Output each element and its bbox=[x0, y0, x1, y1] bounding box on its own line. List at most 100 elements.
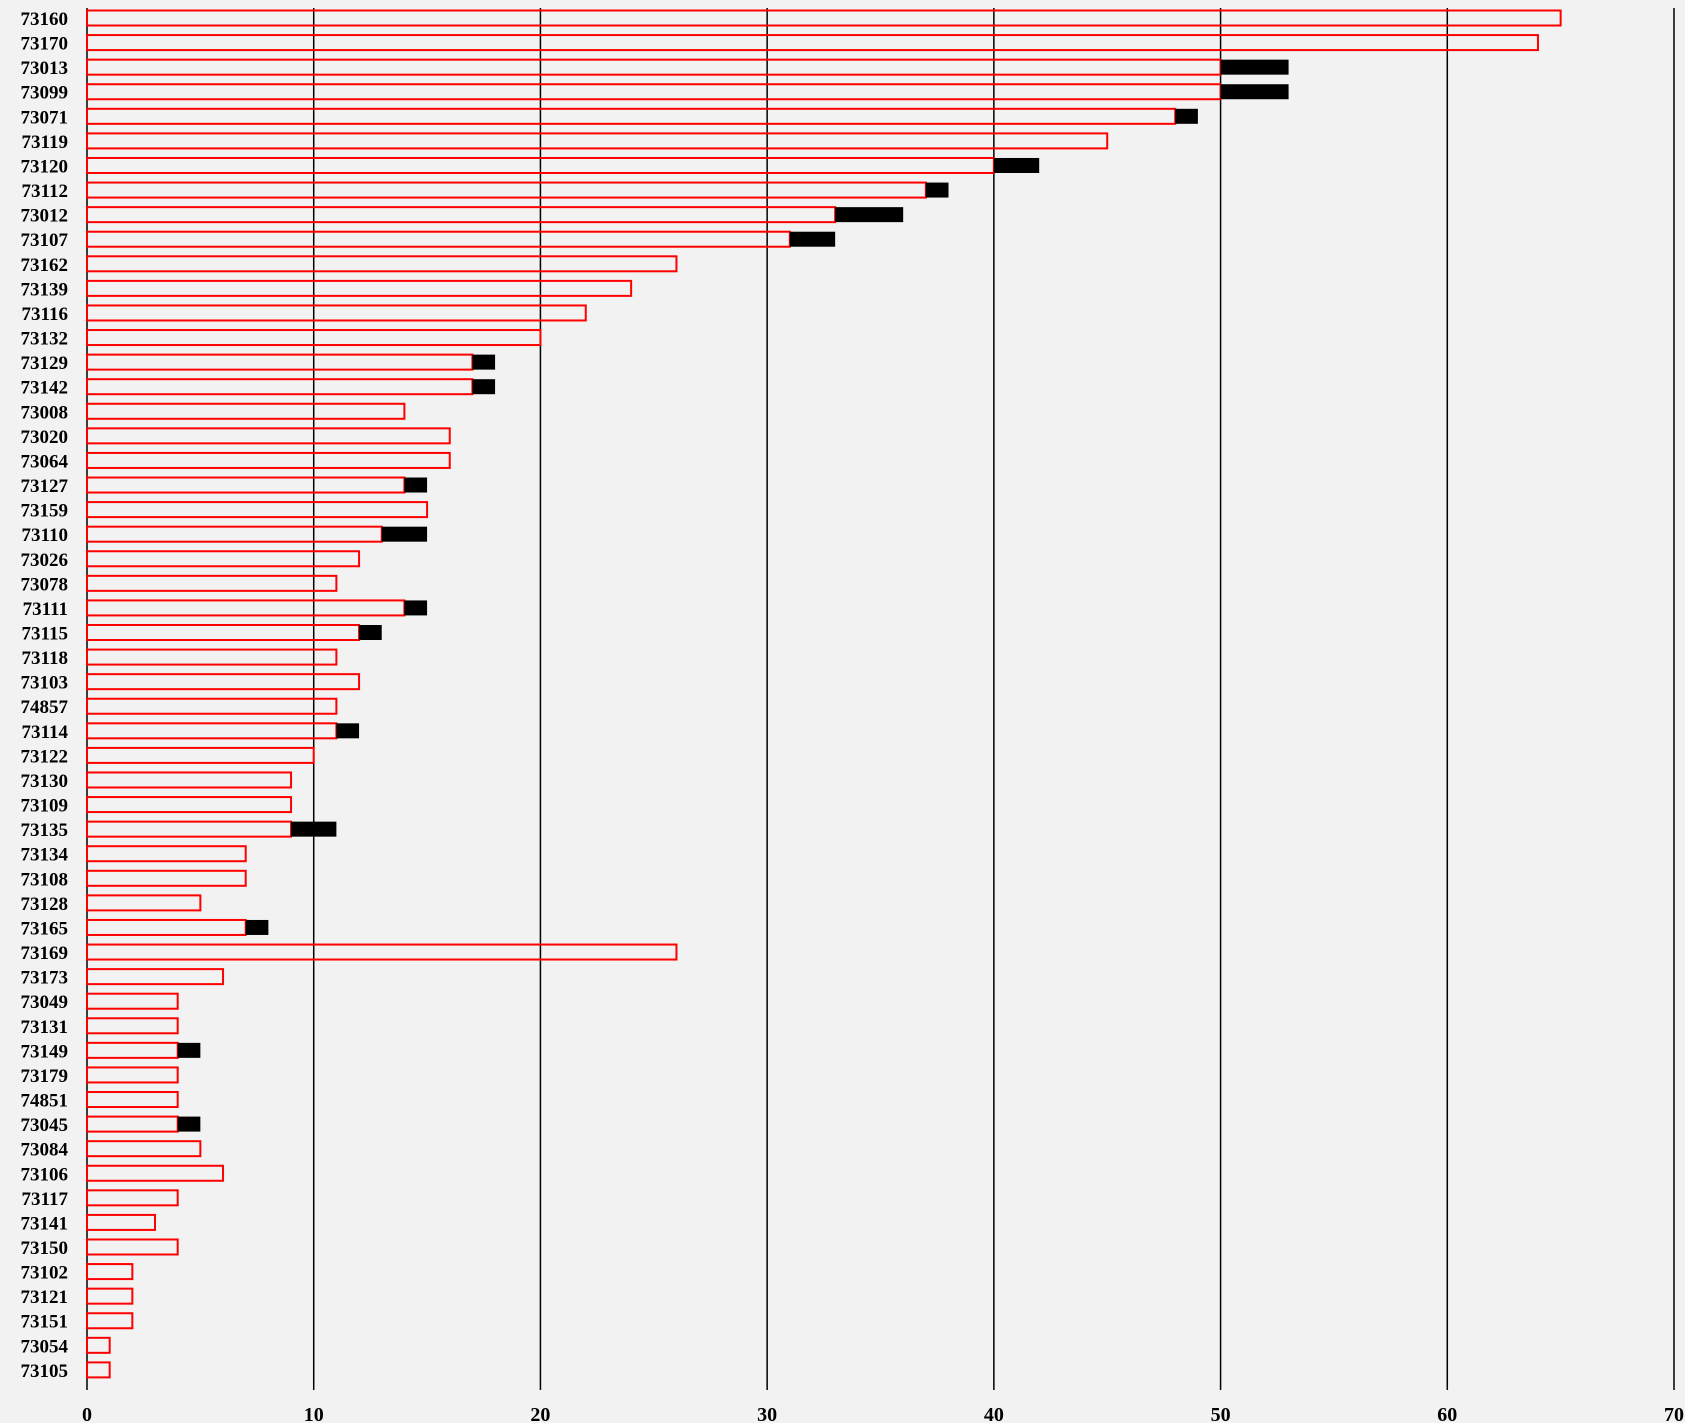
bar-outline-73049 bbox=[86, 992, 179, 1010]
gridlines bbox=[312, 8, 1675, 1390]
category-label-73151: 73151 bbox=[21, 1312, 69, 1333]
bar-outline-73149 bbox=[86, 1041, 179, 1059]
bar-outline-73116 bbox=[86, 304, 587, 322]
bar-outline-73121 bbox=[86, 1287, 134, 1305]
bar-outline-73127 bbox=[86, 476, 406, 494]
bar-solid-73112 bbox=[925, 182, 949, 198]
bar-outline-73071 bbox=[86, 107, 1177, 125]
category-label-73130: 73130 bbox=[21, 771, 69, 792]
category-label-73108: 73108 bbox=[21, 869, 69, 890]
x-tick-labels: 0 10 20 30 40 50 60 70 bbox=[82, 1404, 1684, 1423]
bar-solid-73107 bbox=[789, 231, 836, 247]
bar-outline-73105 bbox=[86, 1361, 111, 1379]
bar-solid-73120 bbox=[993, 157, 1040, 173]
bar-outline-73013 bbox=[86, 58, 1222, 76]
bar-outline-73142 bbox=[86, 378, 474, 396]
bar-outline-73106 bbox=[86, 1164, 225, 1182]
category-label-73106: 73106 bbox=[21, 1164, 69, 1185]
category-label-73160: 73160 bbox=[21, 9, 69, 30]
category-label-73179: 73179 bbox=[21, 1066, 69, 1087]
category-label-73054: 73054 bbox=[21, 1336, 69, 1357]
category-label-73139: 73139 bbox=[21, 279, 69, 300]
bar-solid-73149 bbox=[177, 1042, 201, 1058]
category-label-73117: 73117 bbox=[22, 1189, 69, 1210]
category-label-73105: 73105 bbox=[21, 1361, 69, 1382]
category-label-73114: 73114 bbox=[22, 722, 69, 743]
bar-outline-73045 bbox=[86, 1115, 179, 1133]
category-label-73173: 73173 bbox=[21, 968, 69, 989]
category-label-73115: 73115 bbox=[22, 624, 68, 645]
bar-outline-73117 bbox=[86, 1189, 179, 1207]
bar-outline-73026 bbox=[86, 550, 361, 568]
bar-outline-73141 bbox=[86, 1213, 157, 1231]
category-label-73013: 73013 bbox=[21, 58, 69, 79]
category-label-73026: 73026 bbox=[21, 550, 69, 571]
bar-outline-73162 bbox=[86, 255, 678, 273]
bar-outline-73173 bbox=[86, 968, 225, 986]
bar-outline-73122 bbox=[86, 746, 315, 764]
category-label-73132: 73132 bbox=[21, 329, 69, 350]
category-label-73084: 73084 bbox=[21, 1140, 69, 1161]
bar-outline-73151 bbox=[86, 1312, 134, 1330]
bar-outline-73111 bbox=[86, 599, 406, 617]
bar-outline-73112 bbox=[86, 181, 927, 199]
bar-outline-73130 bbox=[86, 771, 293, 789]
category-label-73119: 73119 bbox=[22, 132, 68, 153]
bar-solid-73071 bbox=[1175, 108, 1198, 124]
bar-outline-73165 bbox=[86, 918, 247, 936]
bar-solid-73013 bbox=[1220, 59, 1289, 75]
bar-outline-73129 bbox=[86, 353, 474, 371]
category-label-73135: 73135 bbox=[21, 820, 69, 841]
x-tick-label-50: 50 bbox=[1211, 1404, 1231, 1423]
bar-solid-73115 bbox=[359, 625, 382, 640]
bar-solid-73142 bbox=[472, 379, 496, 395]
category-label-73165: 73165 bbox=[21, 918, 69, 939]
bar-outline-73107 bbox=[86, 230, 791, 248]
category-label-73116: 73116 bbox=[22, 304, 68, 325]
category-label-73099: 73099 bbox=[21, 83, 69, 104]
category-label-73110: 73110 bbox=[22, 525, 68, 546]
bar-solid-73165 bbox=[245, 919, 269, 935]
category-label-73045: 73045 bbox=[21, 1115, 69, 1136]
bar-outline-73109 bbox=[86, 796, 293, 814]
bar-outline-73119 bbox=[86, 132, 1109, 150]
category-label-73162: 73162 bbox=[21, 255, 69, 276]
category-label-73118: 73118 bbox=[22, 648, 68, 669]
category-label-73049: 73049 bbox=[21, 992, 69, 1013]
bar-outline-73128 bbox=[86, 894, 202, 912]
bar-outline-73084 bbox=[86, 1140, 202, 1158]
bar-solid-73110 bbox=[381, 526, 428, 542]
category-label-73128: 73128 bbox=[21, 894, 69, 915]
bar-outline-74851 bbox=[86, 1091, 179, 1109]
bar-solid-73129 bbox=[472, 354, 496, 370]
category-label-73064: 73064 bbox=[21, 451, 69, 472]
category-labels: 73160 73170 73013 73099 73071 73119 73120 73112… bbox=[21, 9, 69, 1382]
category-label-73131: 73131 bbox=[21, 1017, 69, 1038]
category-label-73109: 73109 bbox=[21, 796, 69, 817]
bar-outline-73170 bbox=[86, 34, 1539, 52]
bar-outline-73054 bbox=[86, 1336, 111, 1354]
category-label-73121: 73121 bbox=[21, 1287, 69, 1308]
category-label-73111: 73111 bbox=[23, 599, 68, 620]
bar-outline-73118 bbox=[86, 648, 338, 666]
category-label-73159: 73159 bbox=[21, 501, 69, 522]
category-label-73142: 73142 bbox=[21, 378, 69, 399]
category-label-74857: 74857 bbox=[21, 697, 69, 718]
bar-outline-73132 bbox=[86, 329, 542, 347]
category-label-73134: 73134 bbox=[21, 845, 69, 866]
bar-outline-73064 bbox=[86, 451, 451, 469]
bar-outline-73103 bbox=[86, 673, 361, 691]
bar-solid-73111 bbox=[404, 600, 428, 616]
category-label-73012: 73012 bbox=[21, 206, 69, 227]
x-tick-label-60: 60 bbox=[1437, 1404, 1457, 1423]
bar-solid-73135 bbox=[291, 821, 337, 837]
category-label-74851: 74851 bbox=[21, 1091, 69, 1112]
category-label-73169: 73169 bbox=[21, 943, 69, 964]
category-label-73107: 73107 bbox=[21, 230, 69, 251]
bar-outline-73102 bbox=[86, 1263, 134, 1281]
bar-outline-73134 bbox=[86, 845, 247, 863]
category-label-73008: 73008 bbox=[21, 402, 69, 423]
bar-outline-73179 bbox=[86, 1066, 179, 1084]
bar-outline-73139 bbox=[86, 279, 633, 297]
